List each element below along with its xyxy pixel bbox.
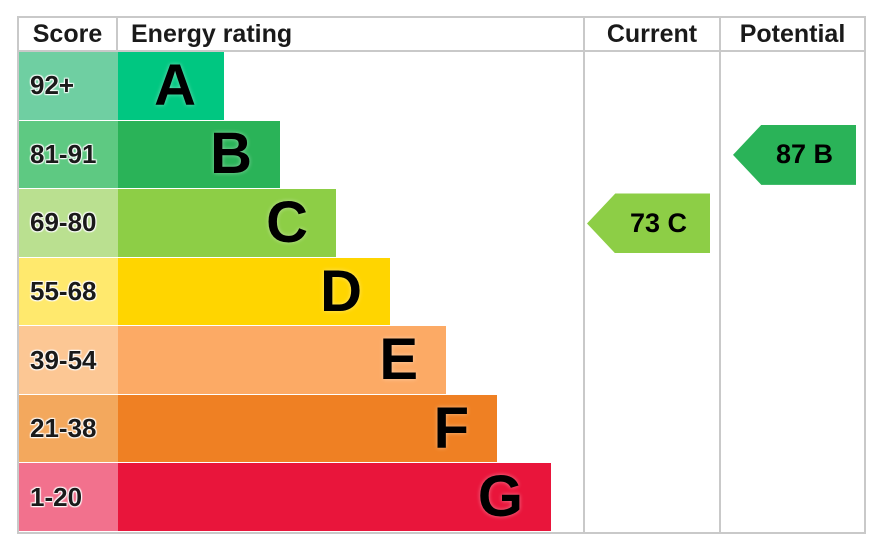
energy-rating-cell: C xyxy=(118,189,583,258)
potential-cell xyxy=(719,52,864,121)
rating-letter: D xyxy=(320,258,362,324)
energy-rating-cell: D xyxy=(118,257,583,327)
score-range-label: 81-91 xyxy=(19,120,118,190)
score-range-label: 21-38 xyxy=(19,394,118,464)
rating-bar-d: D xyxy=(118,257,390,327)
header-current: Current xyxy=(583,18,719,50)
score-range-label: 39-54 xyxy=(19,326,118,395)
band-row-e: 39-54 E xyxy=(19,326,864,395)
band-row-d: 55-68 D xyxy=(19,257,864,327)
rating-letter: B xyxy=(210,121,252,187)
energy-rating-cell: B xyxy=(118,120,583,190)
potential-cell xyxy=(719,326,864,395)
current-marker-arrow: 73 C xyxy=(587,193,710,254)
score-range-label: 55-68 xyxy=(19,257,118,327)
current-cell xyxy=(583,463,719,533)
current-cell xyxy=(583,257,719,327)
energy-rating-cell: G xyxy=(118,463,583,533)
header-potential: Potential xyxy=(719,18,864,50)
rating-bar-c: C xyxy=(118,189,336,258)
header-score: Score xyxy=(19,18,118,50)
band-rows: 92+ A 81-91 B 87 B 69-80 C 73 C 55-68 D 39-54 E 21-3… xyxy=(19,52,864,533)
potential-marker-arrow: 87 B xyxy=(733,124,856,185)
energy-rating-cell: A xyxy=(118,52,583,121)
band-row-b: 81-91 B 87 B xyxy=(19,120,864,190)
potential-cell xyxy=(719,257,864,327)
score-range-label: 1-20 xyxy=(19,463,118,533)
rating-letter: F xyxy=(433,395,469,461)
rating-letter: A xyxy=(154,52,196,118)
rating-letter: E xyxy=(379,327,418,393)
score-range-label: 69-80 xyxy=(19,189,118,258)
band-row-c: 69-80 C 73 C xyxy=(19,189,864,258)
potential-cell xyxy=(719,463,864,533)
marker-label: 73 C xyxy=(629,207,688,238)
rating-letter: G xyxy=(477,464,523,530)
potential-cell xyxy=(719,189,864,258)
current-cell: 73 C xyxy=(583,189,719,258)
current-cell xyxy=(583,120,719,190)
rating-letter: C xyxy=(266,189,308,255)
band-row-g: 1-20 G xyxy=(19,463,864,533)
rating-bar-b: B xyxy=(118,120,280,190)
energy-rating-cell: E xyxy=(118,326,583,395)
band-row-f: 21-38 F xyxy=(19,394,864,464)
current-cell xyxy=(583,52,719,121)
epc-table: Score Energy rating Current Potential 92… xyxy=(17,16,866,534)
current-cell xyxy=(583,394,719,464)
rating-bar-e: E xyxy=(118,326,446,395)
marker-label: 87 B xyxy=(775,139,834,170)
rating-bar-g: G xyxy=(118,463,551,533)
rating-bar-f: F xyxy=(118,394,497,464)
band-row-a: 92+ A xyxy=(19,52,864,121)
rating-bar-a: A xyxy=(118,52,224,121)
potential-cell xyxy=(719,394,864,464)
score-range-label: 92+ xyxy=(19,52,118,121)
potential-cell: 87 B xyxy=(719,120,864,190)
table-header: Score Energy rating Current Potential xyxy=(19,18,864,52)
current-cell xyxy=(583,326,719,395)
header-energy-rating: Energy rating xyxy=(131,19,293,48)
energy-rating-cell: F xyxy=(118,394,583,464)
